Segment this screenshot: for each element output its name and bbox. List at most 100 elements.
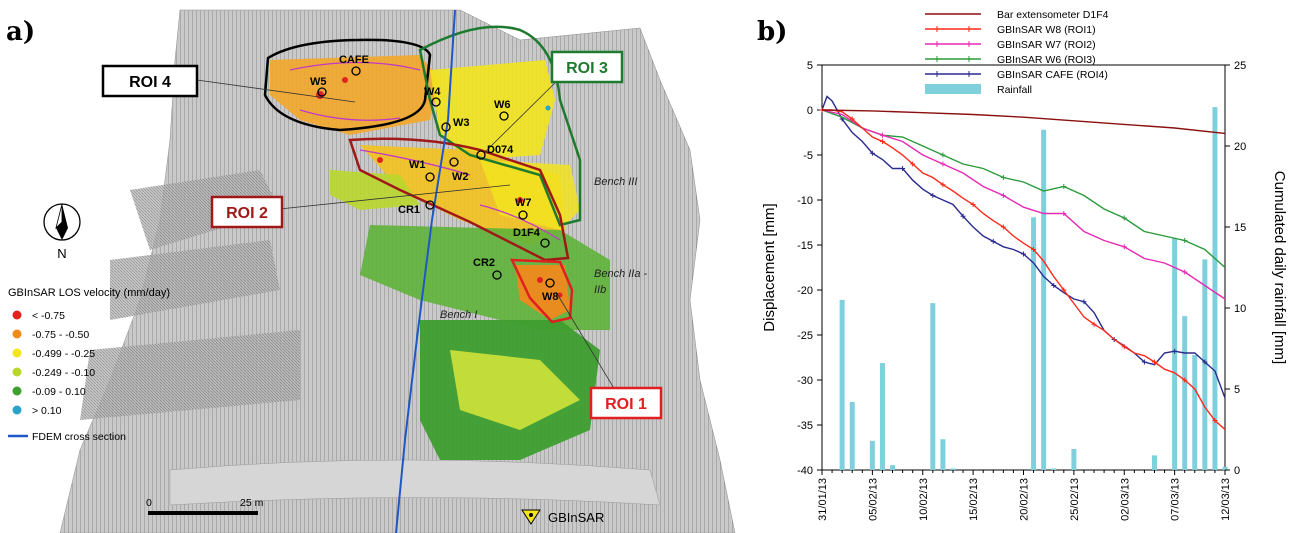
point-w4: W4 bbox=[424, 86, 441, 107]
svg-text:W6: W6 bbox=[494, 99, 511, 111]
legend-item: GBInSAR W8 (ROI1) bbox=[925, 24, 1096, 36]
series-marker bbox=[1061, 211, 1067, 216]
series-marker bbox=[1121, 244, 1127, 250]
series-marker bbox=[1061, 184, 1067, 189]
svg-text:D1F4: D1F4 bbox=[513, 227, 541, 239]
series-marker bbox=[869, 150, 875, 156]
magenta-contour bbox=[289, 61, 561, 241]
rainfall-bar bbox=[849, 401, 855, 470]
svg-text:W5: W5 bbox=[310, 76, 327, 88]
y-tick-label: -5 bbox=[803, 150, 813, 162]
x-tick-label: 10/02/13 bbox=[918, 478, 930, 521]
y2-tick-label: 25 bbox=[1234, 60, 1246, 72]
point-cr2: CR2 bbox=[473, 257, 502, 280]
roi4-outline bbox=[263, 38, 432, 132]
gbinsar-marker: GBInSAR bbox=[521, 509, 604, 525]
rainfall-bar bbox=[940, 439, 946, 470]
bench-iib-label: IIb bbox=[594, 284, 606, 296]
svg-text:CR1: CR1 bbox=[398, 204, 420, 216]
y-tick-label: 5 bbox=[807, 60, 813, 72]
bench-iia-label: Bench IIa - bbox=[594, 268, 648, 280]
point-w6: W6 bbox=[494, 99, 511, 121]
x-tick-label: 25/02/13 bbox=[1069, 478, 1081, 521]
rainfall-bar bbox=[890, 465, 896, 470]
rainfall-bar bbox=[1202, 259, 1208, 470]
series-marker bbox=[1000, 224, 1006, 230]
series-marker bbox=[1182, 377, 1188, 383]
y-tick-label: -40 bbox=[797, 465, 813, 477]
series-marker bbox=[1081, 299, 1087, 305]
series-marker bbox=[1000, 193, 1006, 198]
north-arrow-icon: N bbox=[43, 203, 81, 261]
gbinsar-label: GBInSAR bbox=[548, 510, 604, 525]
series-marker bbox=[879, 132, 885, 138]
svg-text:W8: W8 bbox=[542, 291, 559, 303]
scale-end: 25 m bbox=[240, 497, 264, 509]
point-cr1: CR1 bbox=[398, 200, 435, 216]
legend-marker bbox=[934, 26, 940, 32]
point-d1f4: D1F4 bbox=[513, 227, 550, 248]
legend-label: GBInSAR W6 (ROI3) bbox=[997, 54, 1096, 66]
panel-a-label: a) bbox=[6, 17, 35, 47]
roi3-outline bbox=[418, 25, 582, 227]
series-marker bbox=[1061, 287, 1067, 293]
series-marker bbox=[1000, 175, 1006, 180]
fdem-cross-section-line bbox=[395, 9, 456, 533]
legend-marker bbox=[934, 71, 940, 77]
series-marker bbox=[1031, 247, 1037, 252]
series-marker bbox=[879, 139, 885, 144]
y-tick-label: 0 bbox=[807, 105, 813, 117]
y2-tick-label: 15 bbox=[1234, 222, 1246, 234]
series-marker bbox=[930, 193, 936, 198]
roi4-label-text: ROI 4 bbox=[129, 74, 171, 91]
roi2-outline bbox=[348, 137, 570, 262]
legend-item: GBInSAR W6 (ROI3) bbox=[925, 54, 1096, 66]
series-marker bbox=[940, 161, 946, 167]
y-tick-label: -25 bbox=[797, 330, 813, 342]
svg-text:W4: W4 bbox=[424, 86, 441, 98]
monitoring-points: CAFE W5 W4 W3 W6 D074 W1 W2 CR1 W7 D1F4 … bbox=[310, 54, 559, 303]
series-marker bbox=[940, 182, 946, 188]
point-w1: W1 bbox=[409, 159, 435, 182]
svg-text:-0.499 - -0.25: -0.499 - -0.25 bbox=[32, 348, 95, 360]
svg-text:-0.09 - 0.10: -0.09 - 0.10 bbox=[32, 386, 86, 398]
legend-label: Rainfall bbox=[997, 84, 1032, 96]
point-w8: W8 bbox=[542, 278, 559, 303]
rainfall-bar bbox=[1041, 129, 1047, 471]
y-tick-label: -20 bbox=[797, 285, 813, 297]
roi2-label: ROI 2 bbox=[210, 195, 284, 229]
roi1-label-text: ROI 1 bbox=[605, 396, 647, 413]
series-marker bbox=[1182, 238, 1188, 243]
velocity-legend-item: -0.249 - -0.10 bbox=[12, 367, 95, 379]
series-line bbox=[821, 109, 1226, 300]
rainfall-bar bbox=[1212, 107, 1218, 471]
legend-marker bbox=[966, 26, 972, 32]
series-marker bbox=[970, 202, 976, 207]
svg-text:W2: W2 bbox=[452, 171, 469, 183]
series-line bbox=[821, 109, 1226, 269]
velocity-legend: GBInSAR LOS velocity (mm/day) < -0.75 -0… bbox=[8, 287, 170, 443]
svg-text:W3: W3 bbox=[453, 117, 470, 129]
y2-tick-label: 5 bbox=[1234, 384, 1240, 396]
y2-tick-label: 0 bbox=[1234, 465, 1240, 477]
series-marker bbox=[1051, 283, 1057, 288]
rainfall-bar bbox=[1031, 217, 1037, 470]
svg-text:W1: W1 bbox=[409, 159, 426, 171]
legend-swatch bbox=[925, 84, 981, 94]
velocity-legend-item: -0.75 - -0.50 bbox=[12, 329, 89, 341]
y2-tick-label: 20 bbox=[1234, 141, 1246, 153]
y-axis-title: Displacement [mm] bbox=[761, 203, 778, 331]
series-marker bbox=[1121, 215, 1127, 221]
legend-item: Bar extensometer D1F4 bbox=[925, 9, 1109, 21]
rainfall-bar bbox=[869, 440, 875, 470]
point-w7: W7 bbox=[515, 197, 532, 220]
legend-label: GBInSAR W8 (ROI1) bbox=[997, 24, 1096, 36]
point-cafe: CAFE bbox=[339, 54, 369, 76]
point-w2: W2 bbox=[449, 157, 469, 183]
rainfall-bar bbox=[1222, 466, 1228, 470]
point-w3: W3 bbox=[441, 117, 470, 132]
x-tick-label: 05/02/13 bbox=[867, 478, 879, 521]
series-marker bbox=[1172, 348, 1178, 354]
legend-label: GBInSAR W7 (ROI2) bbox=[997, 39, 1096, 51]
